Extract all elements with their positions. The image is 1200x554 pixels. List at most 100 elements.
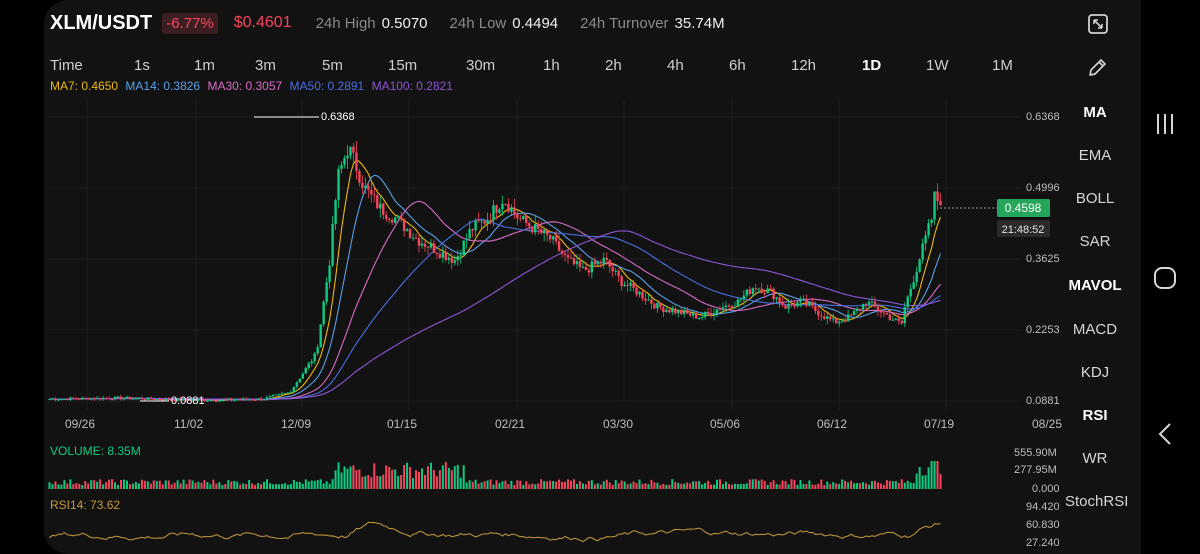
timeframe-1m[interactable]: 1m: [194, 57, 215, 74]
candle-body: [817, 310, 820, 316]
volume-bar: [817, 483, 820, 489]
timeframe-15m[interactable]: 15m: [388, 57, 418, 74]
candle-body: [691, 312, 695, 316]
pair-title[interactable]: XLM/USDT: [50, 11, 153, 34]
timeframe-1w[interactable]: 1W: [926, 57, 949, 74]
candle-body: [724, 305, 728, 308]
volume-bar: [519, 480, 522, 489]
volume-bar: [692, 481, 695, 489]
volume-bar: [164, 480, 167, 489]
price-chart[interactable]: 0.6368 0.4996 0.3625 0.2253 0.0881 09/26…: [44, 0, 1064, 554]
back-icon[interactable]: [1155, 422, 1175, 446]
volume-bar: [432, 470, 435, 489]
volume-bar: [718, 479, 721, 489]
candle-body: [164, 398, 167, 401]
ma30-value: MA30: 0.3057: [207, 79, 283, 93]
timeframe-4h[interactable]: 4h: [667, 57, 684, 74]
candle-body: [697, 318, 701, 320]
volume-bar: [730, 484, 733, 489]
candle-body: [66, 398, 69, 400]
candle-body: [623, 284, 626, 287]
volume-bar: [921, 475, 924, 489]
volume-bar: [492, 484, 495, 489]
indicator-macd[interactable]: MACD: [1072, 321, 1118, 338]
ma-line: [49, 218, 941, 400]
volume-bar: [191, 480, 194, 489]
fullscreen-icon[interactable]: [1087, 13, 1109, 35]
volume-bar: [850, 480, 853, 489]
candle-body: [331, 223, 334, 266]
timeframe-2h[interactable]: 2h: [605, 57, 622, 74]
candle-body: [653, 303, 656, 309]
timeframe-5m[interactable]: 5m: [322, 57, 343, 74]
volume-bar: [200, 482, 203, 489]
volume-label: VOLUME: 8.35M: [50, 444, 141, 458]
volume-bar: [495, 480, 498, 489]
pencil-icon[interactable]: [1086, 57, 1108, 79]
candle-body: [787, 304, 790, 309]
volume-bar: [704, 482, 707, 489]
candle-body: [873, 301, 877, 307]
timeframe-30m[interactable]: 30m: [466, 57, 496, 74]
candle-body: [888, 314, 892, 320]
volume-bar: [418, 471, 421, 489]
volume-bar: [128, 484, 131, 489]
indicator-rsi[interactable]: RSI: [1082, 407, 1108, 424]
candle-body: [700, 317, 704, 319]
volume-bar: [48, 482, 51, 489]
candle-body: [837, 321, 841, 324]
indicator-sar[interactable]: SAR: [1079, 233, 1111, 250]
indicator-mavol[interactable]: MAVOL: [1068, 277, 1122, 294]
candle-body: [644, 298, 647, 301]
candle-body: [247, 399, 251, 401]
candle-body: [119, 396, 123, 400]
candle-body: [864, 303, 868, 305]
candle-body: [894, 318, 898, 320]
volume-bar: [245, 483, 248, 489]
candle-body: [849, 314, 853, 316]
volume-bar: [924, 475, 927, 489]
candle-body: [608, 259, 611, 267]
volume-bar: [915, 473, 918, 489]
timeframe-3m[interactable]: 3m: [255, 57, 276, 74]
volume-bar: [269, 483, 272, 489]
ma-line: [49, 158, 942, 402]
candle-body: [554, 236, 558, 242]
home-icon[interactable]: [1153, 266, 1177, 290]
volume-bar: [382, 474, 385, 489]
timeframe-1s[interactable]: 1s: [134, 57, 150, 74]
candle-body: [855, 308, 859, 312]
candle-body: [379, 203, 382, 209]
last-price: $0.4601: [233, 14, 292, 31]
candle-body: [301, 373, 304, 379]
last-price-tag: [997, 199, 1050, 217]
timeframe-1M[interactable]: 1M: [992, 57, 1013, 74]
recent-apps-icon[interactable]: [1153, 112, 1177, 136]
volume-bar: [808, 480, 811, 489]
candle-body: [843, 321, 847, 323]
candle-body: [525, 216, 528, 224]
timeframe-time[interactable]: Time: [50, 57, 83, 74]
volume-bar: [51, 484, 54, 489]
change-badge: -6.77%: [162, 12, 218, 34]
volume-bar: [662, 483, 665, 489]
timeframe-6h[interactable]: 6h: [729, 57, 746, 74]
indicator-ma[interactable]: MA: [1083, 104, 1107, 121]
indicator-wr[interactable]: WR: [1082, 450, 1108, 467]
volume-bar: [549, 480, 552, 489]
timeframe-12h[interactable]: 12h: [791, 57, 817, 74]
indicator-boll[interactable]: BOLL: [1075, 190, 1115, 207]
timeframe-1d[interactable]: 1D: [862, 57, 882, 74]
indicator-stochrsi[interactable]: StochRSI: [1065, 493, 1129, 510]
y-tick: 0.4996: [1026, 182, 1060, 194]
x-tick: 03/30: [603, 417, 633, 431]
candle-body: [233, 399, 236, 401]
volume-bar: [611, 484, 614, 489]
indicator-kdj[interactable]: KDJ: [1080, 364, 1110, 381]
candle-body: [465, 238, 468, 241]
timeframe-1h[interactable]: 1h: [543, 57, 560, 74]
volume-bar: [298, 481, 301, 489]
candle-body: [319, 324, 322, 348]
indicator-ema[interactable]: EMA: [1078, 147, 1112, 164]
ma100-value: MA100: 0.2821: [371, 79, 453, 93]
